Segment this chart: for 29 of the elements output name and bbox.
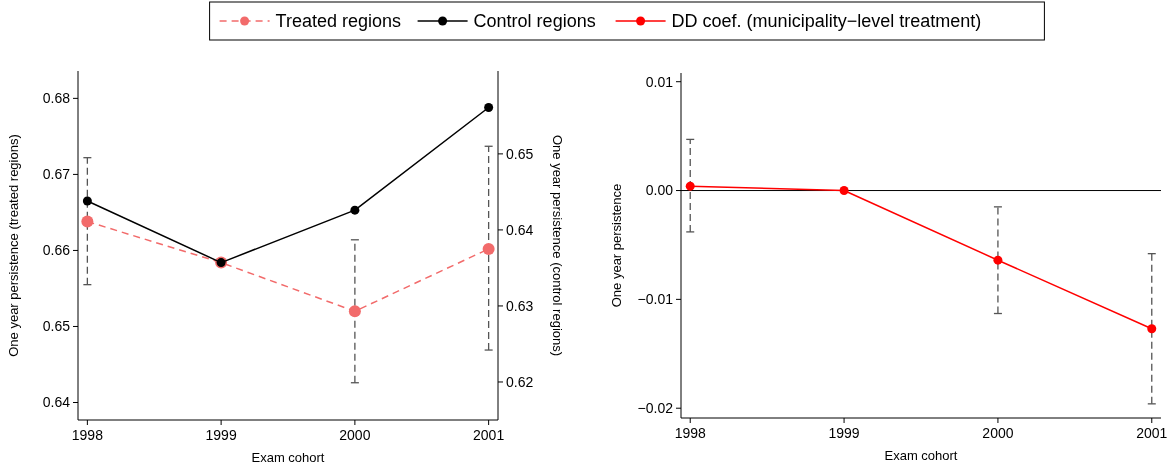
- y-tick-label: 0.68: [42, 90, 71, 107]
- y-axis-title: One year persistence (treated regions): [6, 134, 21, 357]
- x-tick-label: 1998: [674, 425, 707, 441]
- x-tick-label: 1999: [828, 425, 860, 441]
- x-tick-label: 2000: [339, 427, 371, 443]
- y2-tick-label: 0.65: [506, 145, 534, 162]
- y2-tick-label: 0.63: [506, 297, 534, 314]
- x-tick-label: 2001: [1136, 425, 1168, 441]
- y-tick-label: 0.67: [42, 166, 71, 183]
- x-tick-label: 2000: [982, 425, 1014, 441]
- y-tick-label: −0.02: [637, 400, 674, 417]
- legend-label: Control regions: [473, 11, 596, 32]
- x-axis-title: Exam cohort: [884, 448, 958, 463]
- y-tick-label: −0.01: [637, 291, 674, 308]
- y-tick-label: 0.64: [42, 394, 71, 411]
- y-tick-label: 0.00: [645, 182, 674, 199]
- legend-label: Treated regions: [275, 11, 402, 32]
- legend-label: DD coef. (municipality−level treatment): [671, 11, 982, 32]
- x-tick-label: 1998: [71, 427, 104, 443]
- y-axis-title: One year persistence: [609, 183, 624, 308]
- y2-tick-label: 0.62: [506, 373, 534, 390]
- x-tick-label: 2001: [473, 427, 505, 443]
- y2-tick-label: 0.64: [506, 221, 534, 238]
- y-tick-label: 0.65: [42, 318, 71, 335]
- y-tick-label: 0.66: [42, 242, 71, 259]
- y-tick-label: 0.01: [645, 73, 674, 90]
- y2-axis-title: One year persistence (control regions): [550, 134, 565, 357]
- x-tick-label: 1999: [205, 427, 237, 443]
- x-axis-title: Exam cohort: [251, 450, 325, 465]
